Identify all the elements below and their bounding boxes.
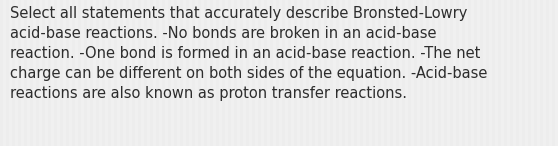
Bar bbox=[174, 0, 177, 146]
Bar bbox=[384, 0, 387, 146]
Bar bbox=[504, 0, 507, 146]
Bar bbox=[228, 0, 231, 146]
Bar bbox=[486, 0, 489, 146]
Bar bbox=[78, 0, 81, 146]
Bar bbox=[492, 0, 495, 146]
Bar bbox=[6, 0, 9, 146]
Bar bbox=[396, 0, 399, 146]
Bar bbox=[90, 0, 93, 146]
Bar bbox=[456, 0, 459, 146]
Bar bbox=[498, 0, 501, 146]
Bar bbox=[336, 0, 339, 146]
Bar bbox=[18, 0, 21, 146]
Bar bbox=[438, 0, 441, 146]
Bar bbox=[222, 0, 225, 146]
Bar bbox=[480, 0, 483, 146]
Bar bbox=[342, 0, 345, 146]
Bar bbox=[324, 0, 327, 146]
Bar bbox=[132, 0, 135, 146]
Bar bbox=[528, 0, 531, 146]
Bar bbox=[108, 0, 111, 146]
Bar bbox=[378, 0, 381, 146]
Bar bbox=[42, 0, 45, 146]
Bar bbox=[36, 0, 39, 146]
Bar bbox=[240, 0, 243, 146]
Bar bbox=[180, 0, 183, 146]
Bar bbox=[282, 0, 285, 146]
Bar bbox=[420, 0, 423, 146]
Bar bbox=[510, 0, 513, 146]
Bar bbox=[450, 0, 453, 146]
Bar bbox=[360, 0, 363, 146]
Bar bbox=[264, 0, 267, 146]
Bar bbox=[24, 0, 27, 146]
Bar bbox=[156, 0, 159, 146]
Bar bbox=[96, 0, 99, 146]
Bar bbox=[372, 0, 375, 146]
Bar bbox=[120, 0, 123, 146]
Bar bbox=[546, 0, 549, 146]
Bar bbox=[192, 0, 195, 146]
Bar bbox=[168, 0, 171, 146]
Bar bbox=[474, 0, 477, 146]
Bar bbox=[516, 0, 519, 146]
Bar bbox=[270, 0, 273, 146]
Bar bbox=[468, 0, 471, 146]
Bar bbox=[432, 0, 435, 146]
Text: Select all statements that accurately describe Bronsted-Lowry
acid-base reaction: Select all statements that accurately de… bbox=[10, 6, 487, 101]
Bar bbox=[390, 0, 393, 146]
Bar bbox=[30, 0, 33, 146]
Bar bbox=[330, 0, 333, 146]
Bar bbox=[348, 0, 351, 146]
Bar bbox=[252, 0, 255, 146]
Bar bbox=[72, 0, 75, 146]
Bar bbox=[462, 0, 465, 146]
Bar bbox=[102, 0, 105, 146]
Bar bbox=[126, 0, 129, 146]
Bar bbox=[66, 0, 69, 146]
Bar bbox=[48, 0, 51, 146]
Bar bbox=[204, 0, 207, 146]
Bar bbox=[84, 0, 87, 146]
Bar bbox=[534, 0, 537, 146]
Bar bbox=[234, 0, 237, 146]
Bar bbox=[522, 0, 525, 146]
Bar bbox=[216, 0, 219, 146]
Bar bbox=[300, 0, 303, 146]
Bar bbox=[444, 0, 447, 146]
Bar bbox=[408, 0, 411, 146]
Bar bbox=[0, 0, 3, 146]
Bar bbox=[150, 0, 153, 146]
Bar bbox=[60, 0, 63, 146]
Bar bbox=[276, 0, 279, 146]
Bar bbox=[294, 0, 297, 146]
Bar bbox=[144, 0, 147, 146]
Bar bbox=[54, 0, 57, 146]
Bar bbox=[414, 0, 417, 146]
Bar bbox=[114, 0, 117, 146]
Bar bbox=[426, 0, 429, 146]
Bar bbox=[162, 0, 165, 146]
Bar bbox=[210, 0, 213, 146]
Bar bbox=[318, 0, 321, 146]
Bar bbox=[306, 0, 309, 146]
Bar bbox=[258, 0, 261, 146]
Bar bbox=[246, 0, 249, 146]
Bar bbox=[540, 0, 543, 146]
Bar bbox=[402, 0, 405, 146]
Bar bbox=[552, 0, 555, 146]
Bar bbox=[354, 0, 357, 146]
Bar bbox=[186, 0, 189, 146]
Bar bbox=[138, 0, 141, 146]
Bar bbox=[288, 0, 291, 146]
Bar bbox=[312, 0, 315, 146]
Bar bbox=[366, 0, 369, 146]
Bar bbox=[198, 0, 201, 146]
Bar bbox=[12, 0, 15, 146]
